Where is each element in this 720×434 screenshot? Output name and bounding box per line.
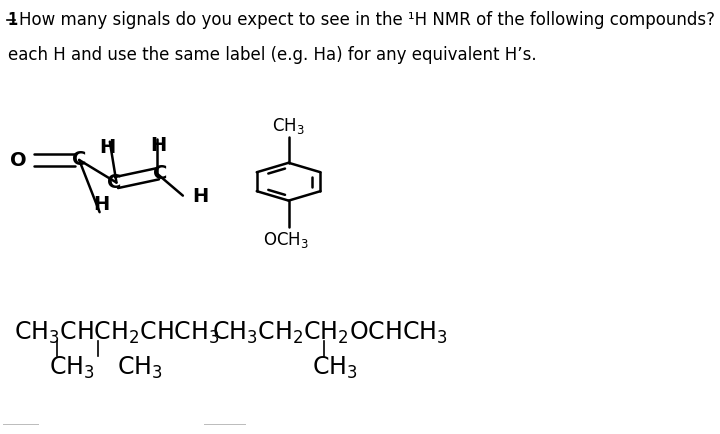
Text: H: H — [150, 135, 167, 155]
Text: 1: 1 — [8, 11, 18, 29]
Text: C: C — [107, 172, 121, 191]
Text: CH$_3$CH$_2$CH$_2$OCHCH$_3$: CH$_3$CH$_2$CH$_2$OCHCH$_3$ — [212, 319, 448, 345]
Text: CH$_3$CHCH$_2$CHCH$_3$: CH$_3$CHCH$_2$CHCH$_3$ — [14, 319, 220, 345]
Text: H: H — [99, 138, 115, 157]
Text: CH$_3$   CH$_3$: CH$_3$ CH$_3$ — [49, 354, 163, 380]
Text: CH$_3$: CH$_3$ — [312, 354, 357, 380]
Text: OCH$_3$: OCH$_3$ — [263, 229, 309, 249]
Text: CH$_3$: CH$_3$ — [272, 115, 305, 135]
Text: H: H — [93, 195, 109, 214]
Text: O: O — [9, 151, 26, 170]
Text: C: C — [153, 164, 167, 183]
Text: How many signals do you expect to see in the ¹H NMR of the following compounds? : How many signals do you expect to see in… — [19, 11, 720, 29]
Text: C: C — [72, 150, 86, 169]
Text: each H and use the same label (e.g. Ha) for any equivalent H’s.: each H and use the same label (e.g. Ha) … — [8, 46, 536, 63]
Text: H: H — [192, 187, 208, 206]
